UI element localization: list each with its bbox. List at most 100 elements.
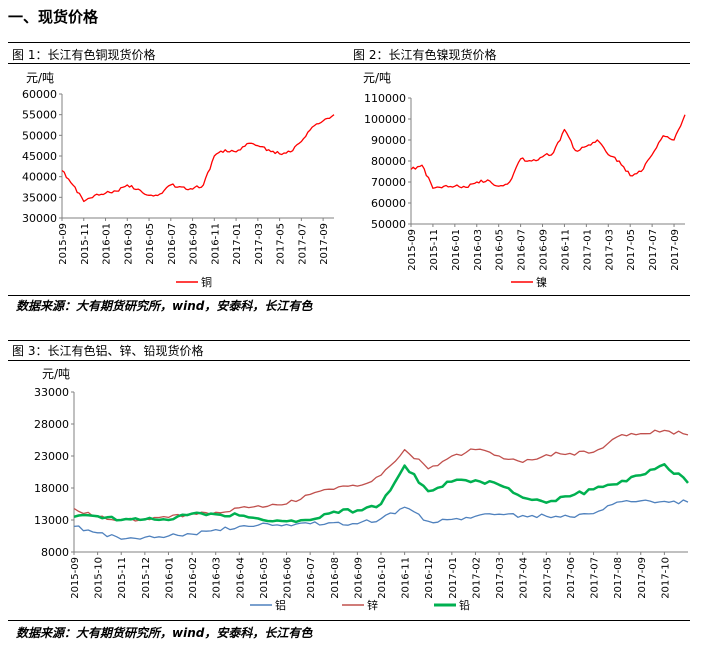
x-tick-label: 2016-12: [424, 557, 435, 599]
y-tick-label: 70000: [371, 176, 406, 189]
y-tick-label: 33000: [34, 386, 69, 399]
x-tick-label: 2017-05: [626, 229, 637, 271]
x-tick-label: 2017-05: [276, 223, 287, 265]
y-tick-label: 40000: [22, 171, 57, 184]
x-tick-label: 2017-01: [232, 223, 243, 265]
y-tick-label: 23000: [34, 450, 69, 463]
series-line-铜: [61, 114, 335, 203]
y-tick-label: 45000: [22, 150, 57, 163]
x-tick-label: 2017-07: [590, 557, 601, 599]
nickel-price-chart: 元/吨 50000 60000 70000 80000 90000 100000 110000…: [363, 71, 686, 289]
x-tick-label: 2016-08: [330, 557, 341, 599]
legend-label: 铝: [275, 598, 286, 612]
x-tick-label: 2015-11: [117, 557, 128, 599]
section-title: 一、现货价格: [8, 8, 99, 26]
x-tick-label: 2015-11: [429, 229, 440, 271]
x-tick-label: 2017-01: [448, 557, 459, 599]
x-tick-label: 2016-07: [517, 229, 528, 271]
series-line-铝: [73, 499, 689, 540]
x-tick-label: 2015-12: [141, 557, 152, 599]
x-tick-label: 2017-03: [604, 229, 615, 271]
x-tick-label: 2016-11: [401, 557, 412, 599]
y-tick-label: 100000: [364, 113, 406, 126]
x-tick-label: 2016-03: [212, 557, 223, 599]
y-tick-label: 55000: [22, 109, 57, 122]
legend-label: 锌: [367, 598, 378, 612]
y-tick-label: 8000: [41, 546, 69, 559]
x-tick-label: 2017-03: [495, 557, 506, 599]
x-tick-label: 2016-06: [283, 557, 294, 599]
x-tick-label: 2017-07: [648, 229, 659, 271]
y-axis-label: 元/吨: [363, 71, 391, 85]
x-tick-label: 2016-07: [306, 557, 317, 599]
legend-label: 铅: [459, 598, 470, 612]
y-tick-label: 50000: [22, 129, 57, 142]
x-tick-label: 2016-01: [164, 557, 175, 599]
x-tick-label: 2016-07: [167, 223, 178, 265]
top-rule: [8, 42, 690, 43]
x-tick-label: 2015-09: [407, 229, 418, 271]
x-tick-label: 2017-07: [297, 223, 308, 265]
fig3-bottom-rule: [8, 620, 690, 621]
legend-label: 铜: [201, 275, 212, 289]
x-tick-label: 2017-03: [254, 223, 265, 265]
legend-label: 镍: [536, 275, 547, 289]
fig3-title: 图 3：长江有色铝、锌、铅现货价格: [12, 344, 204, 358]
fig2-title: 图 2：长江有色镍现货价格: [353, 48, 497, 62]
y-tick-label: 18000: [34, 482, 69, 495]
x-tick-label: 2017-05: [542, 557, 553, 599]
fig1-title: 图 1：长江有色铜现货价格: [12, 48, 156, 62]
x-tick-label: 2017-04: [519, 557, 530, 599]
x-tick-label: 2015-10: [94, 557, 105, 599]
x-tick-label: 2016-11: [210, 223, 221, 265]
x-tick-label: 2015-09: [70, 557, 81, 599]
x-tick-label: 2017-01: [582, 229, 593, 271]
x-tick-label: 2016-05: [259, 557, 270, 599]
x-tick-label: 2016-09: [353, 557, 364, 599]
series-line-锌: [73, 429, 689, 522]
x-tick-label: 2016-01: [451, 229, 462, 271]
y-tick-label: 30000: [22, 212, 57, 225]
copper-price-chart: 元/吨 30000 35000 40000 45000 50000 55000 60000 20…: [22, 71, 335, 289]
fig-title-rule: [8, 63, 690, 64]
x-tick-label: 2016-05: [145, 223, 156, 265]
y-tick-label: 80000: [371, 155, 406, 168]
x-tick-label: 2015-09: [58, 223, 69, 265]
fig12-bottom-rule: [8, 295, 690, 296]
y-tick-label: 35000: [22, 191, 57, 204]
series-line-镍: [410, 114, 686, 189]
x-tick-label: 2017-10: [660, 557, 671, 599]
source-note-2: 数据来源：大有期货研究所，wind，安泰科，长江有色: [16, 626, 313, 640]
x-tick-label: 2016-01: [102, 223, 113, 265]
x-tick-label: 2016-03: [473, 229, 484, 271]
fig3-top-rule: [8, 340, 690, 341]
x-tick-label: 2016-11: [560, 229, 571, 271]
x-tick-label: 2017-06: [566, 557, 577, 599]
y-tick-label: 60000: [371, 197, 406, 210]
x-tick-label: 2017-02: [471, 557, 482, 599]
x-tick-label: 2016-09: [189, 223, 200, 265]
x-tick-label: 2016-04: [235, 557, 246, 599]
y-tick-label: 50000: [371, 218, 406, 231]
x-tick-label: 2016-05: [495, 229, 506, 271]
x-tick-label: 2015-11: [80, 223, 91, 265]
x-tick-label: 2017-09: [670, 229, 681, 271]
y-tick-label: 110000: [364, 92, 406, 105]
y-tick-label: 13000: [34, 514, 69, 527]
al-zn-pb-price-chart: 元/吨 8000 13000 18000 23000 28000 33000 2015-09 2…: [34, 367, 689, 612]
x-tick-label: 2017-09: [319, 223, 330, 265]
x-tick-label: 2016-09: [539, 229, 550, 271]
fig3-title-rule: [8, 360, 690, 361]
y-axis-label: 元/吨: [26, 71, 54, 85]
y-tick-label: 90000: [371, 134, 406, 147]
x-tick-label: 2016-03: [123, 223, 134, 265]
x-tick-label: 2017-08: [613, 557, 624, 599]
source-note-1: 数据来源：大有期货研究所，wind，安泰科，长江有色: [16, 299, 313, 313]
y-axis-label: 元/吨: [42, 367, 70, 381]
y-tick-label: 60000: [22, 88, 57, 101]
x-tick-label: 2016-02: [188, 557, 199, 599]
x-tick-label: 2017-09: [637, 557, 648, 599]
series-line-铅: [73, 463, 689, 524]
y-tick-label: 28000: [34, 418, 69, 431]
x-tick-label: 2016-10: [377, 557, 388, 599]
